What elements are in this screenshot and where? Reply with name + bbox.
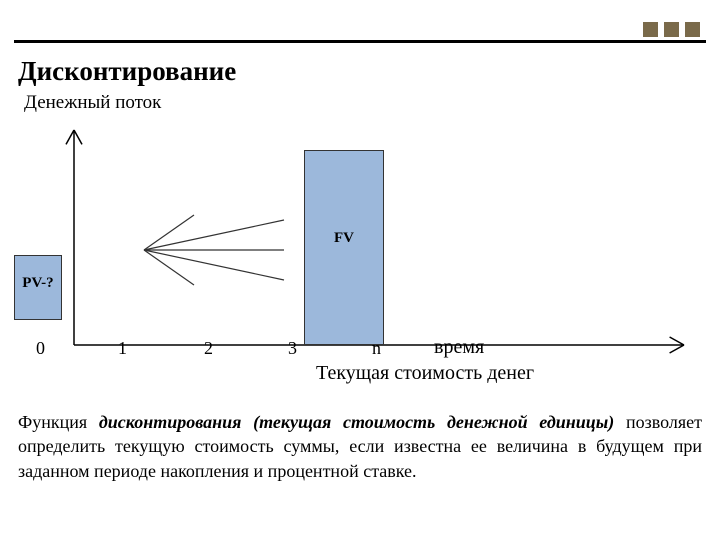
deco-square	[685, 22, 700, 37]
para-lead: Функция	[18, 412, 99, 432]
corner-squares	[641, 22, 700, 42]
para-term: дисконтирования (текущая стоимость денеж…	[99, 412, 614, 432]
deco-square	[643, 22, 658, 37]
cashflow-diagram: FV PV-? 0123n время Текущая стоимость де…	[14, 120, 706, 370]
page-title: Дисконтирование	[18, 56, 236, 87]
x-tick-label: n	[372, 338, 381, 359]
top-rule	[14, 40, 706, 43]
page-subtitle: Денежный поток	[24, 92, 161, 114]
x-tick-label: 0	[36, 338, 45, 359]
x-axis-label: время	[434, 336, 484, 359]
x-tick-label: 2	[204, 338, 213, 359]
diagram-caption: Текущая стоимость денег	[316, 362, 534, 385]
x-tick-label: 1	[118, 338, 127, 359]
deco-square	[664, 22, 679, 37]
description-paragraph: Функция дисконтирования (текущая стоимос…	[18, 410, 702, 483]
x-tick-label: 3	[288, 338, 297, 359]
